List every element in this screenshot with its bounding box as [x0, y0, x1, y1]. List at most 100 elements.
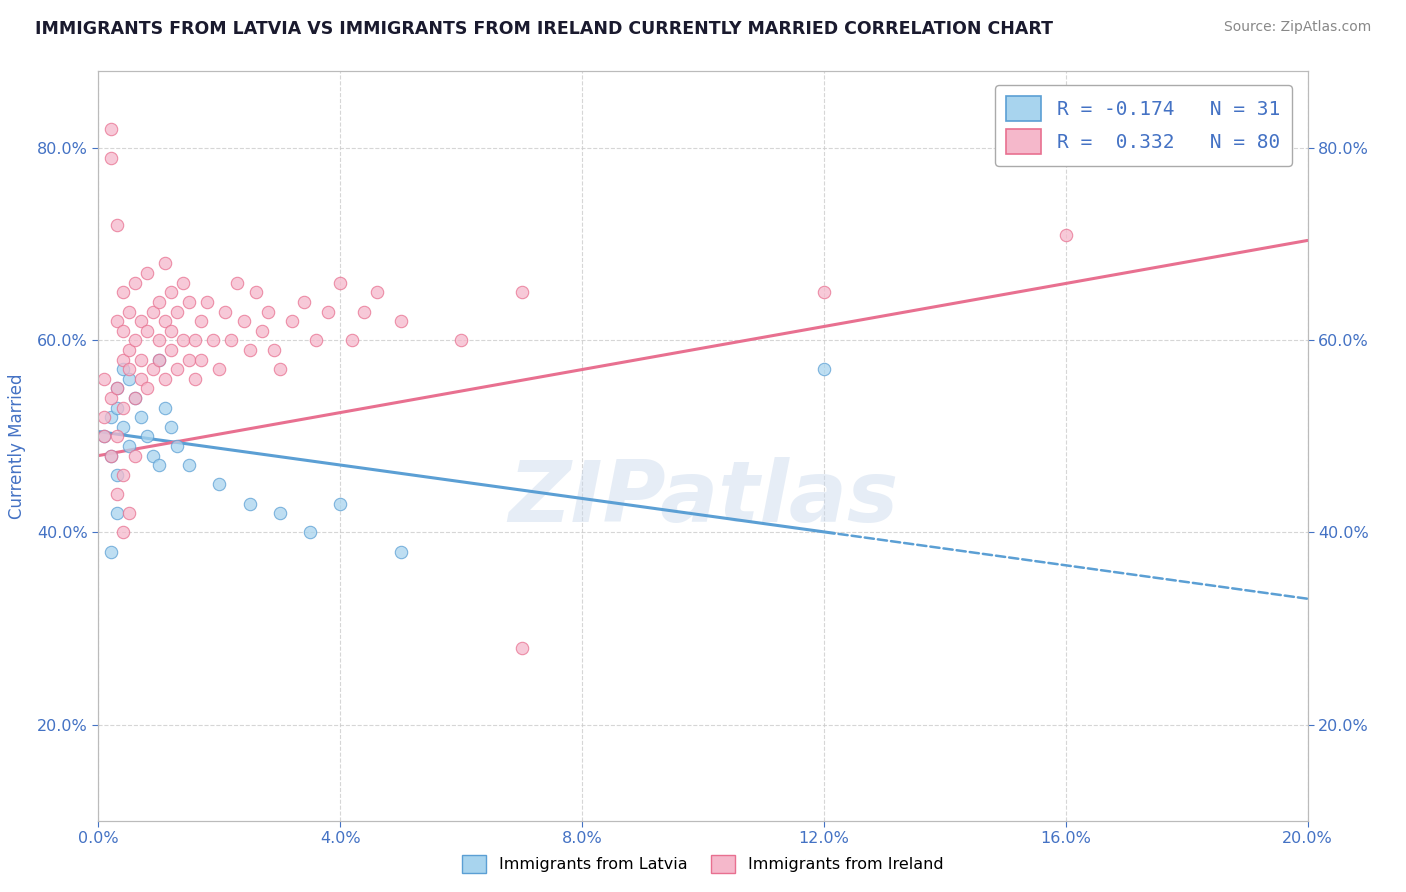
- Point: [135, 381, 157, 395]
- Point: [316, 304, 339, 318]
- Point: [172, 276, 194, 290]
- Point: [111, 324, 134, 338]
- Point: [299, 525, 322, 540]
- Point: [135, 429, 157, 443]
- Point: [135, 324, 157, 338]
- Point: [1054, 227, 1077, 242]
- Point: [160, 419, 183, 434]
- Point: [142, 362, 165, 376]
- Point: [118, 439, 141, 453]
- Point: [105, 429, 128, 443]
- Y-axis label: Currently Married: Currently Married: [8, 373, 27, 519]
- Point: [179, 294, 201, 309]
- Point: [93, 410, 115, 425]
- Point: [245, 285, 267, 300]
- Point: [124, 391, 146, 405]
- Point: [111, 419, 134, 434]
- Point: [195, 294, 218, 309]
- Point: [148, 458, 170, 473]
- Point: [202, 334, 225, 348]
- Point: [160, 343, 183, 357]
- Point: [148, 334, 170, 348]
- Point: [148, 352, 170, 367]
- Point: [166, 439, 188, 453]
- Point: [135, 266, 157, 280]
- Point: [111, 352, 134, 367]
- Point: [124, 276, 146, 290]
- Point: [100, 449, 122, 463]
- Point: [353, 304, 375, 318]
- Point: [93, 429, 115, 443]
- Point: [111, 362, 134, 376]
- Point: [129, 314, 152, 328]
- Point: [105, 487, 128, 501]
- Point: [450, 334, 472, 348]
- Point: [226, 276, 249, 290]
- Point: [250, 324, 273, 338]
- Point: [190, 352, 212, 367]
- Point: [179, 352, 201, 367]
- Point: [100, 122, 122, 136]
- Point: [142, 449, 165, 463]
- Point: [389, 314, 412, 328]
- Point: [100, 391, 122, 405]
- Point: [142, 304, 165, 318]
- Point: [281, 314, 304, 328]
- Point: [342, 334, 364, 348]
- Point: [389, 544, 412, 558]
- Text: Source: ZipAtlas.com: Source: ZipAtlas.com: [1223, 20, 1371, 34]
- Point: [184, 334, 207, 348]
- Point: [100, 544, 122, 558]
- Point: [111, 401, 134, 415]
- Point: [105, 218, 128, 232]
- Point: [166, 362, 188, 376]
- Point: [510, 285, 533, 300]
- Point: [329, 497, 352, 511]
- Point: [105, 401, 128, 415]
- Point: [184, 372, 207, 386]
- Point: [239, 497, 262, 511]
- Point: [269, 506, 291, 520]
- Point: [263, 343, 285, 357]
- Point: [129, 410, 152, 425]
- Point: [510, 640, 533, 655]
- Point: [105, 381, 128, 395]
- Point: [100, 410, 122, 425]
- Text: IMMIGRANTS FROM LATVIA VS IMMIGRANTS FROM IRELAND CURRENTLY MARRIED CORRELATION : IMMIGRANTS FROM LATVIA VS IMMIGRANTS FRO…: [35, 20, 1053, 37]
- Point: [124, 334, 146, 348]
- Point: [129, 352, 152, 367]
- Point: [172, 334, 194, 348]
- Point: [105, 314, 128, 328]
- Point: [813, 362, 835, 376]
- Legend: Immigrants from Latvia, Immigrants from Ireland: Immigrants from Latvia, Immigrants from …: [456, 848, 950, 880]
- Point: [111, 285, 134, 300]
- Point: [256, 304, 278, 318]
- Point: [366, 285, 388, 300]
- Point: [148, 294, 170, 309]
- Point: [100, 871, 122, 886]
- Point: [93, 429, 115, 443]
- Point: [292, 294, 315, 309]
- Point: [111, 525, 134, 540]
- Point: [118, 372, 141, 386]
- Point: [232, 314, 254, 328]
- Point: [111, 467, 134, 482]
- Point: [160, 285, 183, 300]
- Point: [93, 862, 115, 876]
- Point: [221, 334, 243, 348]
- Point: [93, 372, 115, 386]
- Point: [160, 324, 183, 338]
- Point: [118, 506, 141, 520]
- Legend: R = -0.174   N = 31, R =  0.332   N = 80: R = -0.174 N = 31, R = 0.332 N = 80: [994, 85, 1292, 166]
- Point: [239, 343, 262, 357]
- Point: [105, 381, 128, 395]
- Point: [208, 477, 231, 491]
- Point: [329, 276, 352, 290]
- Point: [118, 343, 141, 357]
- Text: ZIPatlas: ZIPatlas: [508, 457, 898, 540]
- Point: [105, 467, 128, 482]
- Point: [129, 372, 152, 386]
- Point: [190, 314, 212, 328]
- Point: [118, 362, 141, 376]
- Point: [153, 401, 176, 415]
